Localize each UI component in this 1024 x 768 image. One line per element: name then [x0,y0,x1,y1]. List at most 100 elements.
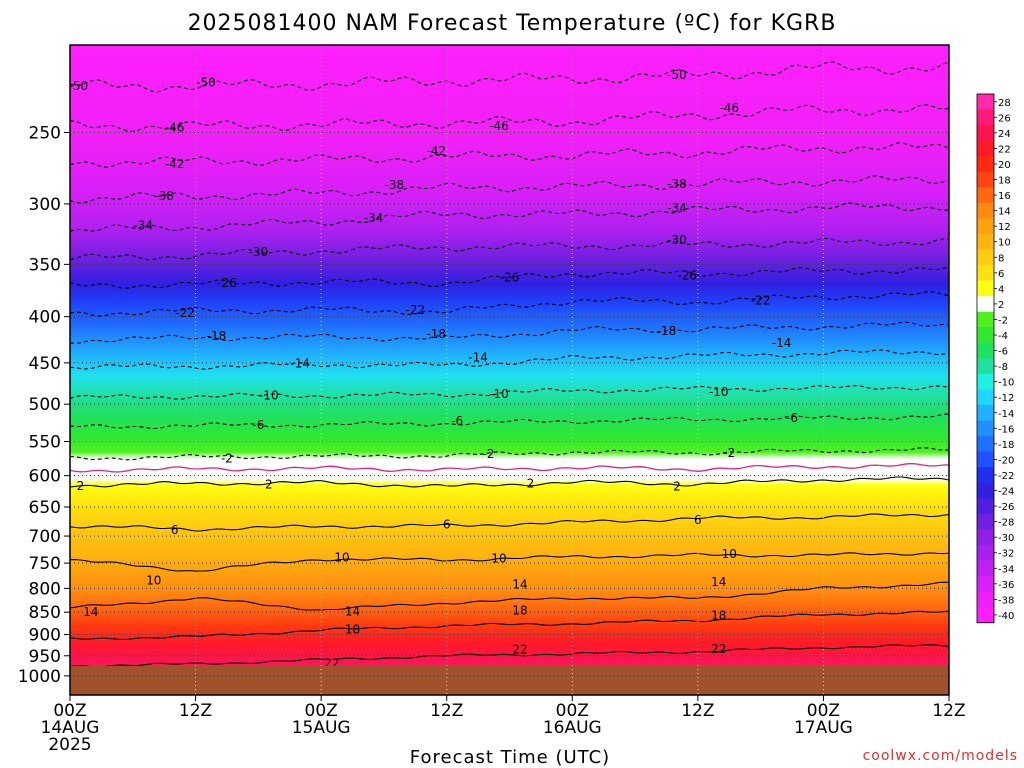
colorbar-cell [977,529,994,546]
contour--14 [70,349,949,370]
contour-label: 2 [673,480,681,494]
y-tick-label: 600 [29,467,61,487]
colorbar-label: -22 [998,471,1014,482]
contour--26 [70,266,949,289]
y-tick-label: 250 [29,123,61,143]
contour-label: 10 [491,551,506,565]
x-tick-label: 17AUG [794,718,853,738]
colorbar-cell [977,436,994,453]
colorbar-cell [977,389,994,406]
colorbar-label: -14 [998,409,1014,420]
colorbar-label: -16 [998,424,1014,435]
y-tick-label: 750 [29,554,61,574]
contour-label: 14 [711,575,726,589]
contour-label: -22 [406,303,426,317]
colorbar-label: -26 [998,502,1014,513]
colorbar-cell [977,373,994,390]
contour-label: -46 [489,119,509,133]
contour-label: -42 [426,144,446,158]
contour-label: -22 [175,306,195,320]
colorbar-cell [977,296,994,313]
contour-label: -38 [385,178,405,192]
temperature-field [70,45,949,695]
colorbar-label: 4 [998,284,1004,295]
colorbar-label: 14 [998,207,1011,218]
contour-label: 18 [711,608,726,622]
y-tick-label: 800 [29,579,61,599]
colorbar-cell [977,218,994,235]
contour-label: -38 [154,189,174,203]
contour-10 [70,552,949,572]
contour--34 [70,202,949,232]
contour-18 [70,610,949,641]
colorbar-cell [977,327,994,344]
contour-label: -6 [451,414,463,428]
colorbar-label: 12 [998,222,1011,233]
colorbar-label: -28 [998,518,1014,529]
x-tick-label: 12Z [430,701,463,721]
colorbar-label: -4 [998,331,1008,342]
contour-label: 18 [345,622,360,636]
contour-label: -14 [468,351,488,365]
contour-label: 10 [722,547,737,561]
colorbar-cell [977,311,994,328]
y-tick-label: 500 [29,395,61,415]
contour-label: -42 [165,157,185,171]
contour--42 [70,142,949,168]
colorbar-cell [977,358,994,375]
credit-link[interactable]: coolwx.com/models [863,748,1018,764]
colorbar-label: -24 [998,487,1014,498]
contour-label: -14 [290,357,310,371]
colorbar-label: -38 [998,595,1014,606]
colorbar-cell [977,498,994,515]
colorbar-label: 20 [998,160,1011,171]
colorbar-cell [977,420,994,437]
colorbar-label: 18 [998,176,1011,187]
contour-label: -46 [165,121,185,135]
contour-label: -18 [426,327,446,341]
x-tick-label: 12Z [681,701,714,721]
colorbar-cell [977,125,994,142]
x-tick-label: 16AUG [543,718,602,738]
contour-label: -50 [196,75,216,89]
contour-2 [70,476,949,488]
y-tick-label: 1000 [18,667,61,687]
colorbar-label: 28 [998,98,1011,109]
colorbar-label: -36 [998,580,1014,591]
colorbar-label: -40 [998,611,1014,622]
colorbar-label: 2 [998,300,1004,311]
colorbar-cell [977,249,994,266]
colorbar-cell [977,482,994,499]
x-tick-label: 00Z [556,701,589,721]
y-tick-label: 950 [29,647,61,667]
contour-label: 2 [265,478,273,492]
contour-label: -34 [364,211,384,225]
contour-label: -30 [249,245,269,259]
contour-label: 6 [171,523,179,537]
colorbar-label: -2 [998,315,1008,326]
colorbar-label: 22 [998,144,1011,155]
contour-label: -6 [786,411,798,425]
colorbar-label: -18 [998,440,1014,451]
colorbar-label: 26 [998,113,1011,124]
y-tick-label: 650 [29,498,61,518]
contour-label: -26 [500,271,520,285]
x-tick-label: 12Z [932,701,965,721]
contour-14 [70,581,949,611]
colorbar-cell [977,140,994,157]
contour-label: -2 [723,446,735,460]
chart-title: 2025081400 NAM Forecast Temperature (ºC)… [188,11,837,36]
contour-label: 6 [694,513,702,527]
x-tick-label: 00Z [807,701,840,721]
contour-label: -10 [489,387,509,401]
contour-label: -10 [259,388,279,402]
contour-label: 6 [443,518,451,532]
contour--18 [70,321,949,344]
contour-label: 22 [711,642,726,656]
colorbar-label: 24 [998,129,1011,140]
contour-label: 10 [146,573,161,587]
contour--10 [70,385,949,400]
colorbar-cell [977,187,994,204]
contour-label: -6 [252,418,264,432]
